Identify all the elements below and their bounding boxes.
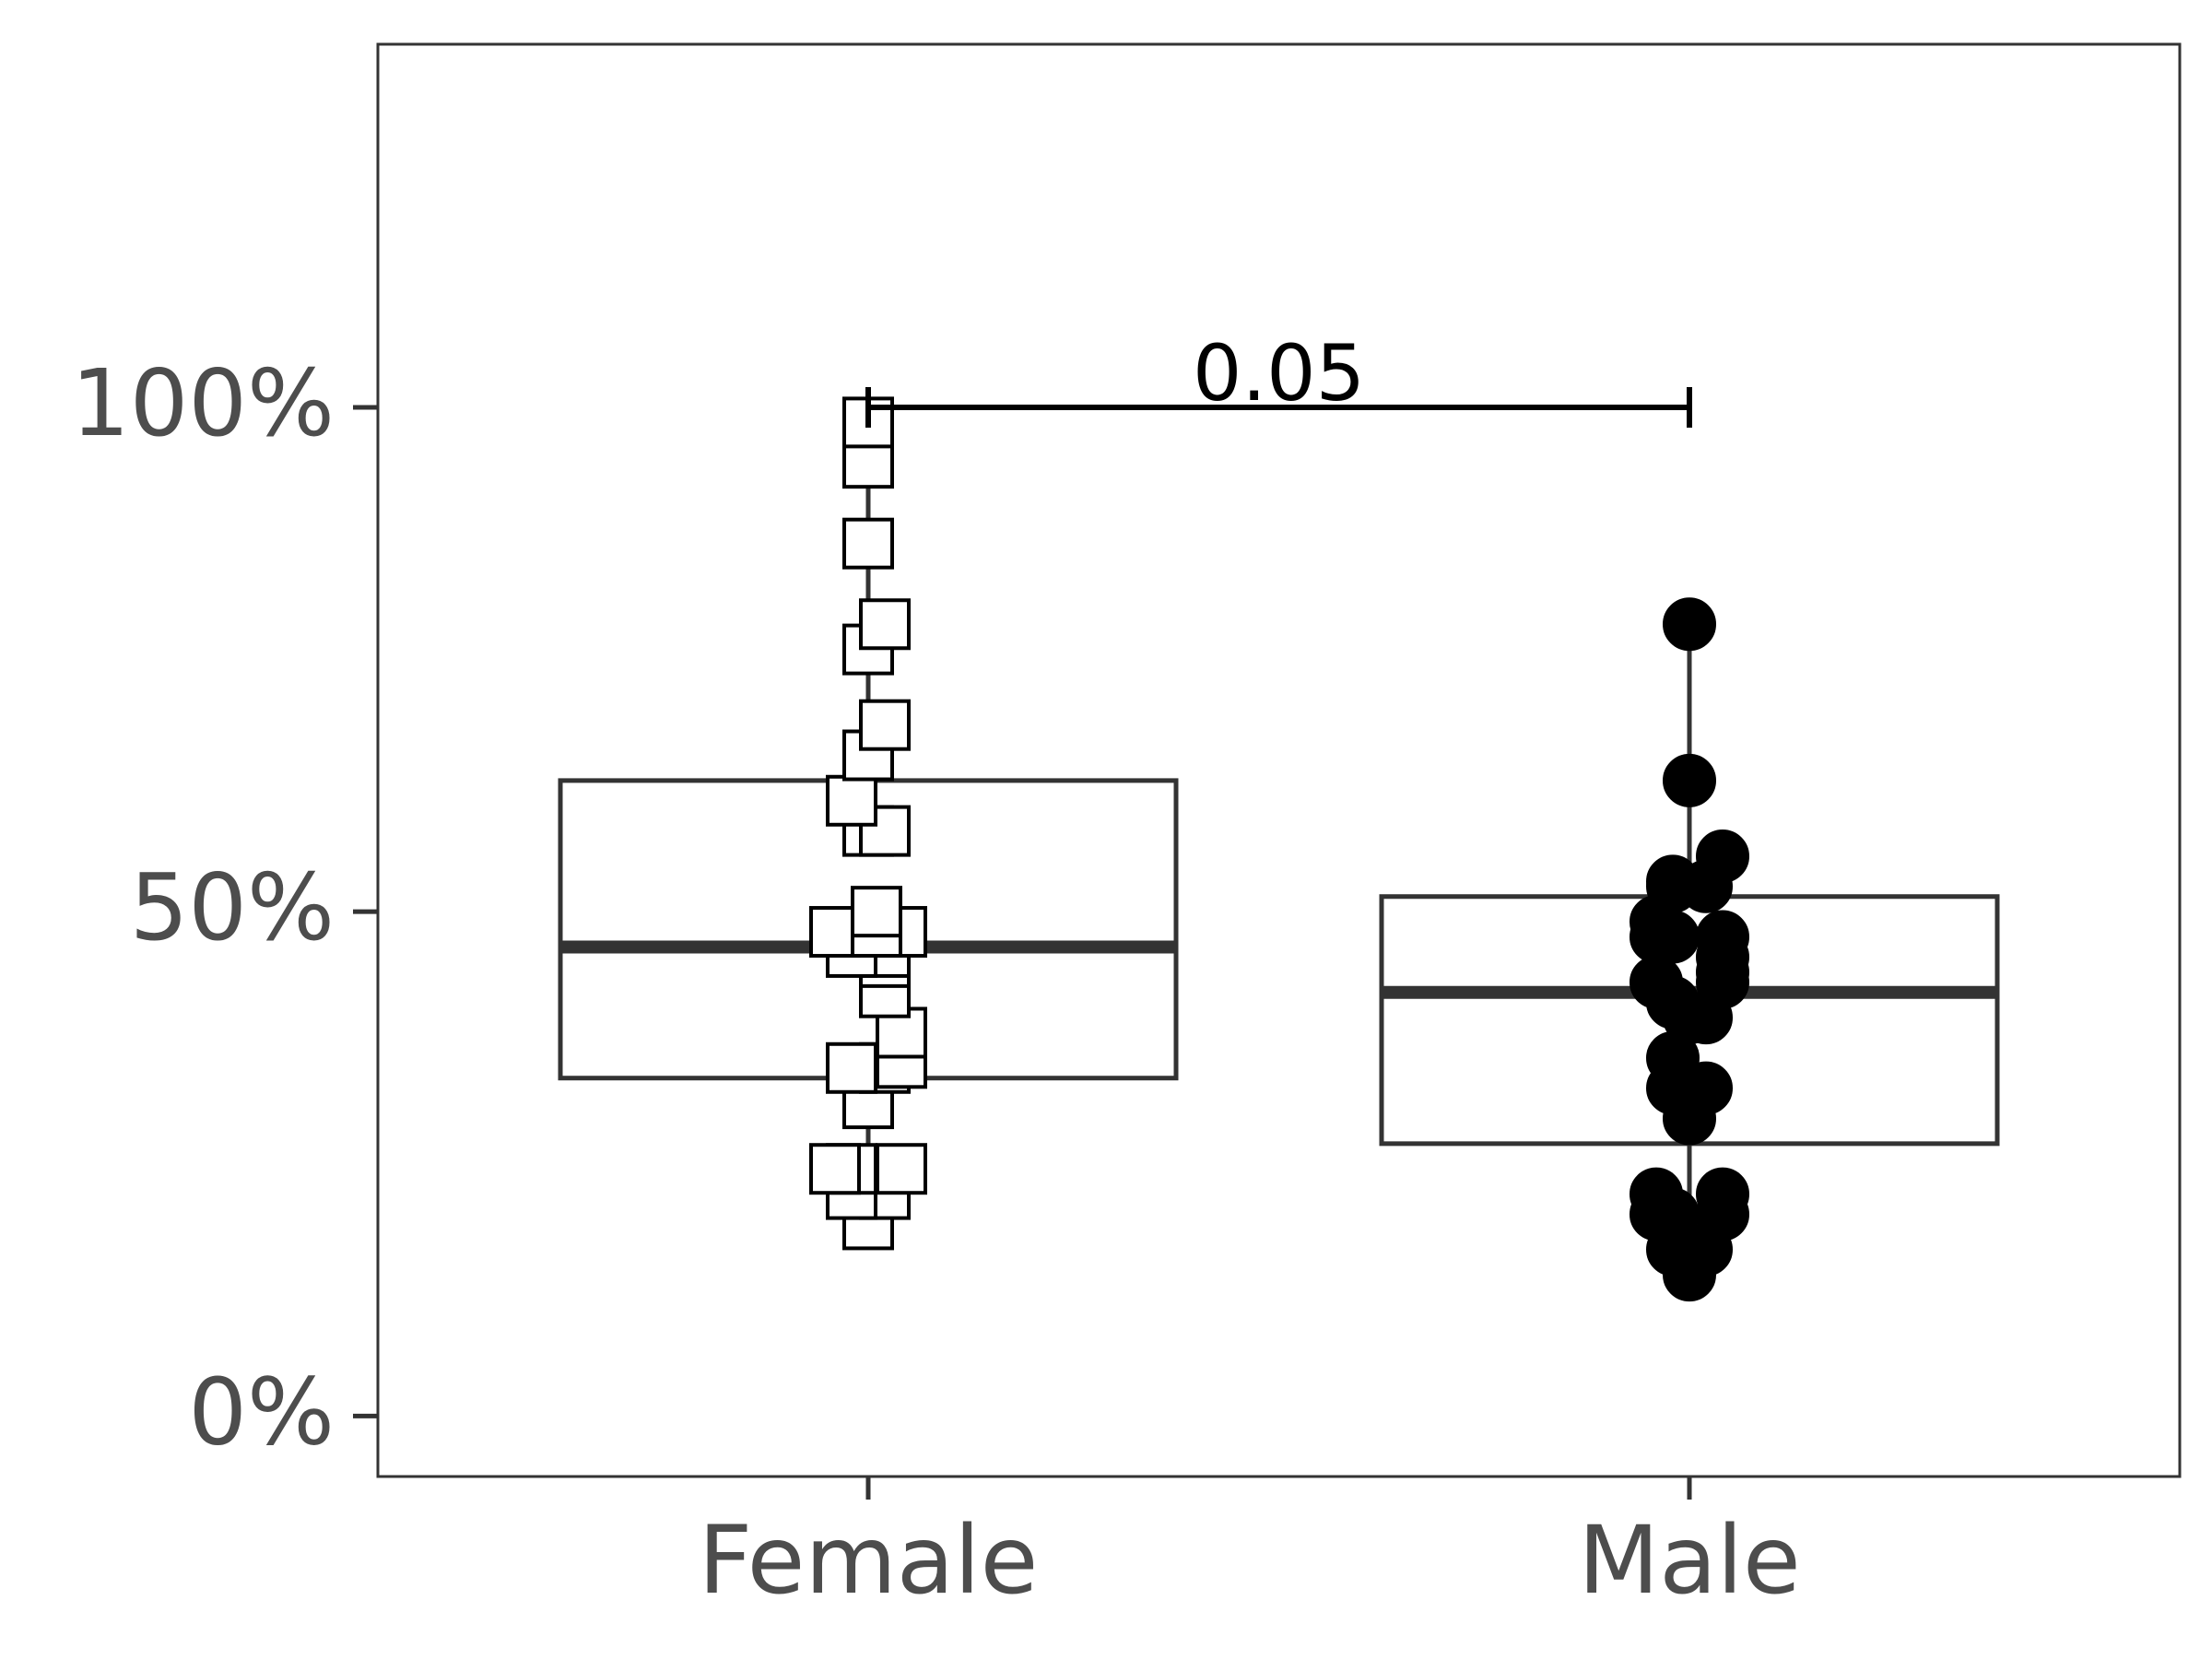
y-tick-label: 50% — [130, 853, 335, 961]
male-data-point — [1663, 597, 1716, 652]
female-data-point — [876, 1143, 927, 1195]
y-tick-label: 100% — [71, 349, 335, 457]
male-data-point — [1696, 829, 1749, 883]
female-data-point — [859, 699, 911, 751]
male-data-point — [1696, 910, 1749, 964]
x-axis: Female Male — [699, 1477, 1801, 1616]
plot-panel — [376, 42, 2182, 1478]
female-data-point — [826, 1041, 877, 1094]
male-data-point — [1630, 955, 1683, 1009]
male-data-point — [1646, 854, 1700, 909]
female-data-point — [826, 774, 877, 827]
male-data-point — [1696, 1167, 1749, 1221]
female-data-point — [842, 517, 894, 570]
female-data-point — [859, 598, 911, 651]
annotations: 0.05 — [865, 328, 1692, 428]
x-tick-label: Female — [699, 1506, 1039, 1616]
female-data-point — [809, 1143, 861, 1195]
female-data-point — [851, 886, 902, 938]
x-tick-label: Male — [1578, 1506, 1801, 1616]
y-tick-label: 0% — [188, 1358, 335, 1465]
male-data-point — [1630, 1167, 1683, 1221]
y-axis: 0% 50% 100% — [71, 349, 378, 1465]
male-data-point — [1663, 753, 1716, 807]
data-points — [809, 396, 1749, 1302]
p-value-label: 0.05 — [1193, 328, 1365, 418]
